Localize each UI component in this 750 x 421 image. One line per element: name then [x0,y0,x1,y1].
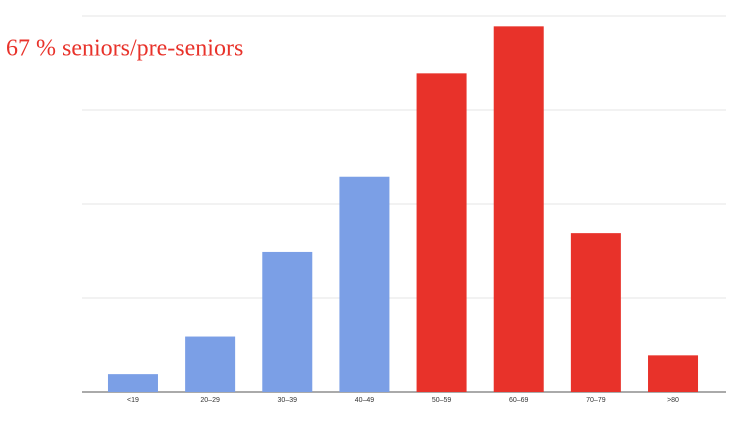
bar [185,336,236,392]
x-tick-label: 30–39 [278,397,298,404]
bar [107,374,158,392]
x-tick-label: 50–59 [432,397,452,404]
bar [339,176,390,392]
bar [570,233,621,392]
x-tick-label: >80 [667,397,679,404]
x-tick-label: 60–69 [509,397,529,404]
bar [648,355,699,392]
chart-title: 67 % seniors/pre-seniors [6,36,243,62]
x-tick-label: 20–29 [200,397,220,404]
x-tick-label: 70–79 [586,397,606,404]
x-tick-label: <19 [127,397,139,404]
bar [262,251,313,392]
bar [493,26,544,393]
x-tick-label: 40–49 [355,397,375,404]
bar [416,73,467,392]
